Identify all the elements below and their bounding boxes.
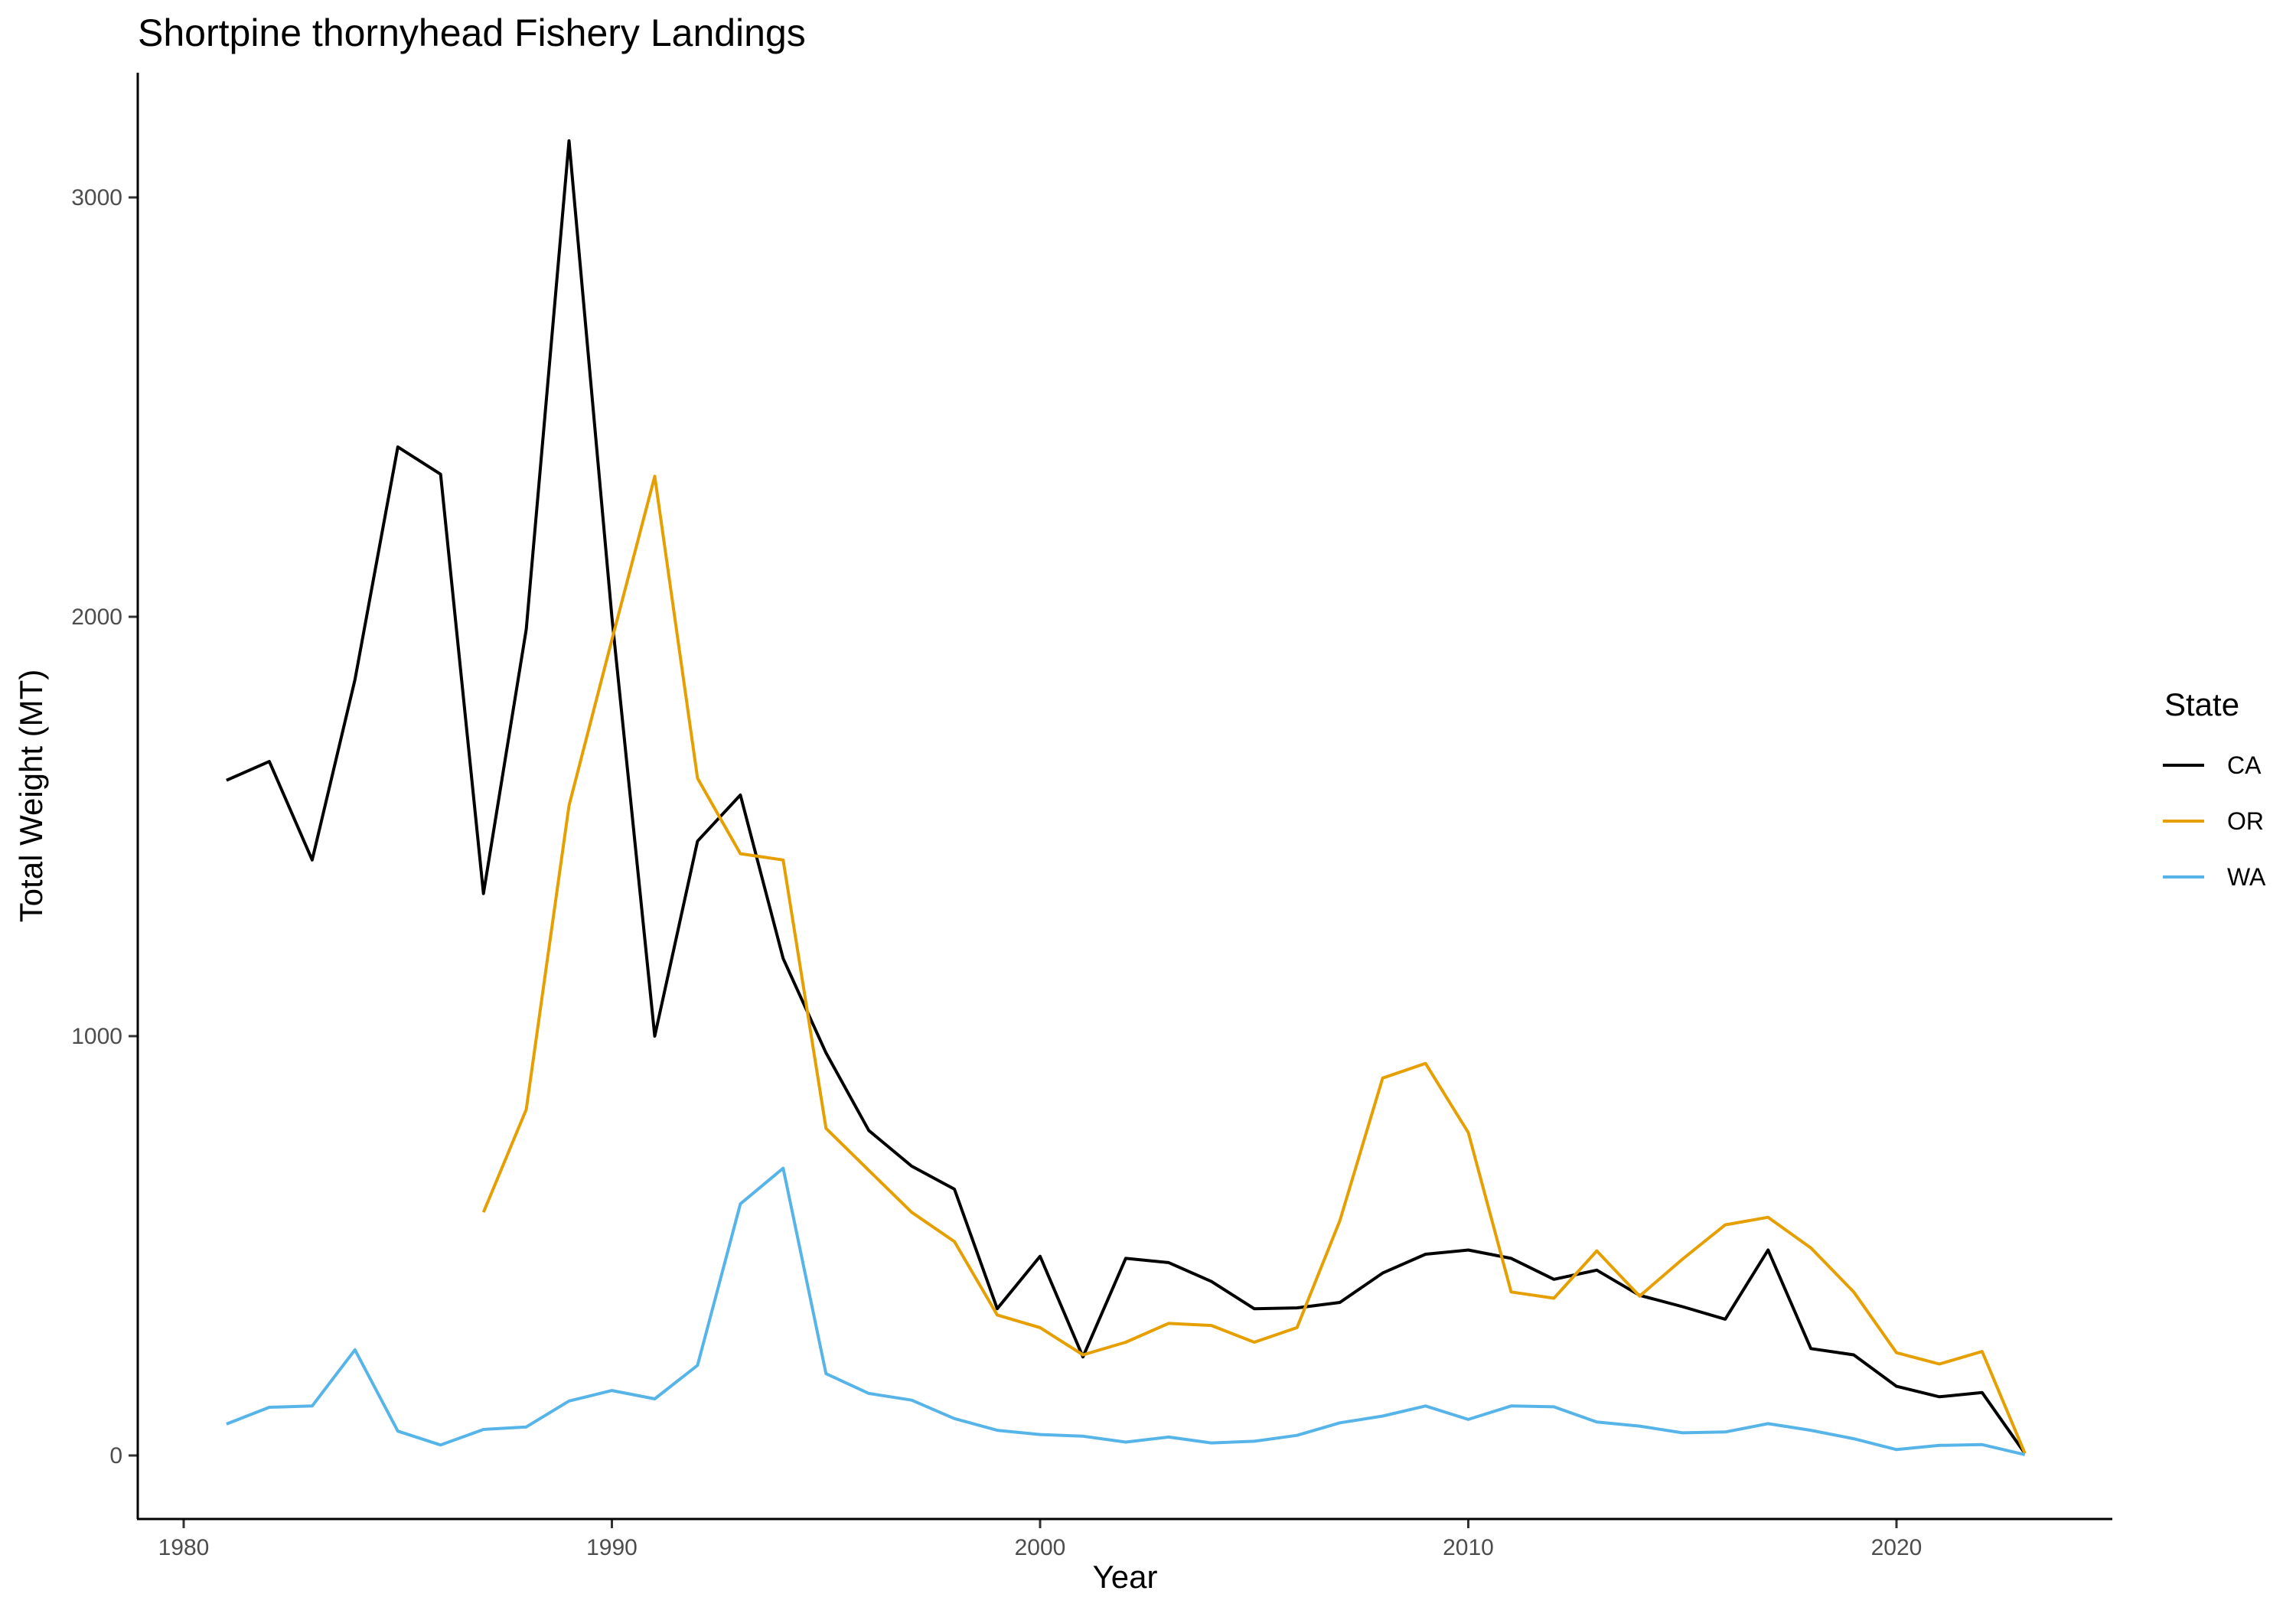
x-axis-ticks: 1980 1990 2000 2010 2020 xyxy=(158,1519,1923,1560)
legend-items: CA OR WA xyxy=(2163,751,2266,891)
legend-title: State xyxy=(2164,686,2239,722)
y-tick-label: 1000 xyxy=(71,1024,122,1049)
legend-label-wa: WA xyxy=(2227,863,2266,891)
y-tick-label: 0 xyxy=(109,1443,122,1468)
x-tick-label: 2020 xyxy=(1871,1535,1923,1560)
y-axis-ticks: 0 1000 2000 3000 xyxy=(71,185,138,1468)
y-axis-title: Total Weight (MT) xyxy=(13,670,49,923)
x-tick-label: 2000 xyxy=(1015,1535,1066,1560)
x-tick-label: 2010 xyxy=(1443,1535,1494,1560)
series-line-or xyxy=(481,474,2027,1455)
x-tick-label: 1990 xyxy=(586,1535,638,1560)
y-tick-label: 2000 xyxy=(71,605,122,630)
legend-label-ca: CA xyxy=(2227,751,2262,779)
legend-label-or: OR xyxy=(2227,807,2264,835)
legend: State CA OR WA xyxy=(2163,686,2266,891)
series-line-ca xyxy=(226,139,2027,1455)
x-axis-title: Year xyxy=(1093,1559,1158,1595)
series-lines xyxy=(226,139,2027,1456)
series-line-wa xyxy=(226,1166,2026,1456)
x-tick-label: 1980 xyxy=(158,1535,210,1560)
chart-title: Shortpine thornyhead Fishery Landings xyxy=(138,11,806,54)
y-tick-label: 3000 xyxy=(71,185,122,210)
